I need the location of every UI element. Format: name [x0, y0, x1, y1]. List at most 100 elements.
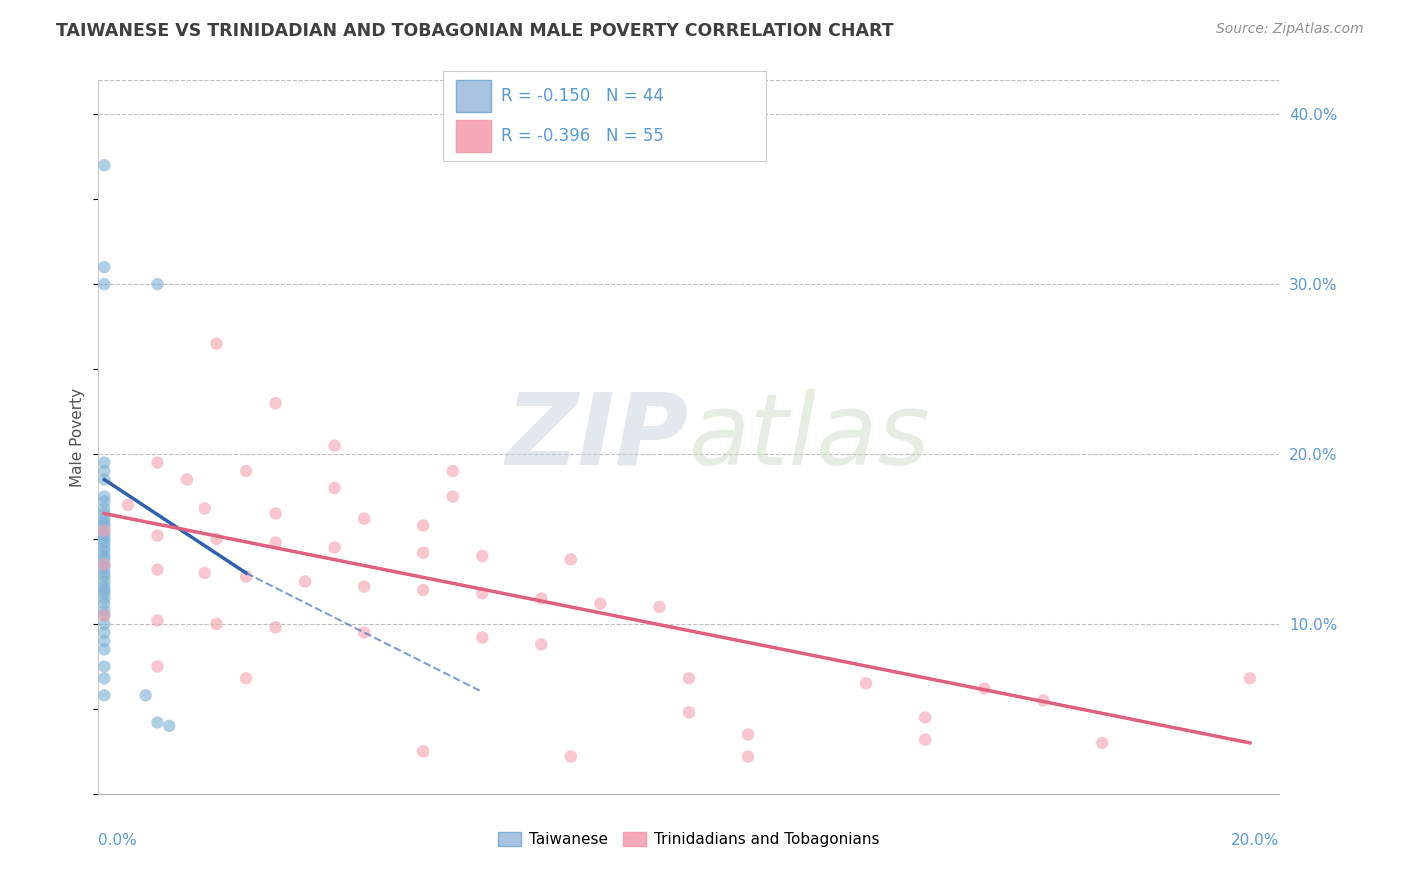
Point [146, 563, 169, 577]
Point [93, 552, 115, 566]
Point [93, 518, 115, 533]
Point [1032, 693, 1054, 707]
Point [93, 158, 115, 172]
Point [93, 561, 115, 575]
Point [441, 464, 464, 478]
Point [560, 749, 582, 764]
Point [93, 580, 115, 594]
Point [135, 689, 157, 703]
Point [412, 518, 434, 533]
Point [93, 524, 115, 538]
Point [589, 597, 612, 611]
Point [93, 549, 115, 563]
Point [93, 524, 115, 538]
Point [353, 511, 375, 525]
Point [93, 544, 115, 558]
Point [205, 532, 228, 546]
Point [93, 586, 115, 600]
Point [264, 535, 287, 549]
Point [323, 481, 346, 495]
Point [146, 528, 169, 542]
Point [235, 569, 257, 583]
Point [194, 501, 217, 516]
Point [117, 498, 139, 512]
Text: atlas: atlas [689, 389, 931, 485]
Point [353, 580, 375, 594]
Point [93, 473, 115, 487]
Point [353, 625, 375, 640]
Point [93, 515, 115, 529]
Text: Source: ZipAtlas.com: Source: ZipAtlas.com [1216, 22, 1364, 37]
Point [1091, 736, 1114, 750]
Point [264, 620, 287, 634]
Point [93, 511, 115, 525]
Point [530, 637, 553, 651]
Point [441, 490, 464, 504]
Point [93, 558, 115, 572]
Point [93, 277, 115, 292]
Y-axis label: Male Poverty: Male Poverty [70, 387, 86, 487]
Point [194, 566, 217, 580]
Point [93, 532, 115, 546]
Point [93, 535, 115, 549]
Point [471, 549, 494, 563]
Point [93, 501, 115, 516]
FancyBboxPatch shape [456, 80, 492, 112]
Text: ZIP: ZIP [506, 389, 689, 485]
Point [176, 473, 198, 487]
Point [973, 681, 995, 696]
Point [678, 671, 700, 685]
Point [93, 689, 115, 703]
Point [264, 396, 287, 410]
Point [914, 732, 936, 747]
Point [412, 744, 434, 758]
Text: 0.0%: 0.0% [98, 833, 138, 848]
Point [678, 706, 700, 720]
Point [93, 494, 115, 508]
Point [93, 671, 115, 685]
Point [93, 574, 115, 589]
Point [93, 464, 115, 478]
Point [93, 541, 115, 555]
Point [93, 260, 115, 275]
Legend: Taiwanese, Trinidadians and Tobagonians: Taiwanese, Trinidadians and Tobagonians [499, 832, 879, 847]
Point [93, 528, 115, 542]
Point [93, 625, 115, 640]
Point [93, 490, 115, 504]
Text: 20.0%: 20.0% [1232, 833, 1279, 848]
Point [560, 552, 582, 566]
Point [146, 659, 169, 673]
Text: TAIWANESE VS TRINIDADIAN AND TOBAGONIAN MALE POVERTY CORRELATION CHART: TAIWANESE VS TRINIDADIAN AND TOBAGONIAN … [56, 22, 894, 40]
Point [93, 566, 115, 580]
Point [93, 507, 115, 521]
Point [914, 710, 936, 724]
Point [471, 586, 494, 600]
Point [412, 546, 434, 560]
Point [855, 676, 877, 690]
Point [323, 541, 346, 555]
Point [146, 715, 169, 730]
Point [146, 277, 169, 292]
Text: R = -0.150   N = 44: R = -0.150 N = 44 [501, 87, 664, 105]
FancyBboxPatch shape [456, 120, 492, 152]
Point [93, 608, 115, 623]
Point [412, 582, 434, 597]
Point [93, 617, 115, 632]
Point [93, 642, 115, 657]
Text: R = -0.396   N = 55: R = -0.396 N = 55 [501, 127, 664, 145]
Point [93, 591, 115, 606]
Point [157, 719, 180, 733]
Point [93, 597, 115, 611]
Point [205, 336, 228, 351]
Point [93, 558, 115, 572]
Point [235, 464, 257, 478]
Point [1239, 671, 1261, 685]
Point [205, 617, 228, 632]
Point [648, 599, 671, 614]
Point [530, 591, 553, 606]
Point [93, 608, 115, 623]
Point [264, 507, 287, 521]
Point [93, 569, 115, 583]
Point [323, 439, 346, 453]
Point [235, 671, 257, 685]
